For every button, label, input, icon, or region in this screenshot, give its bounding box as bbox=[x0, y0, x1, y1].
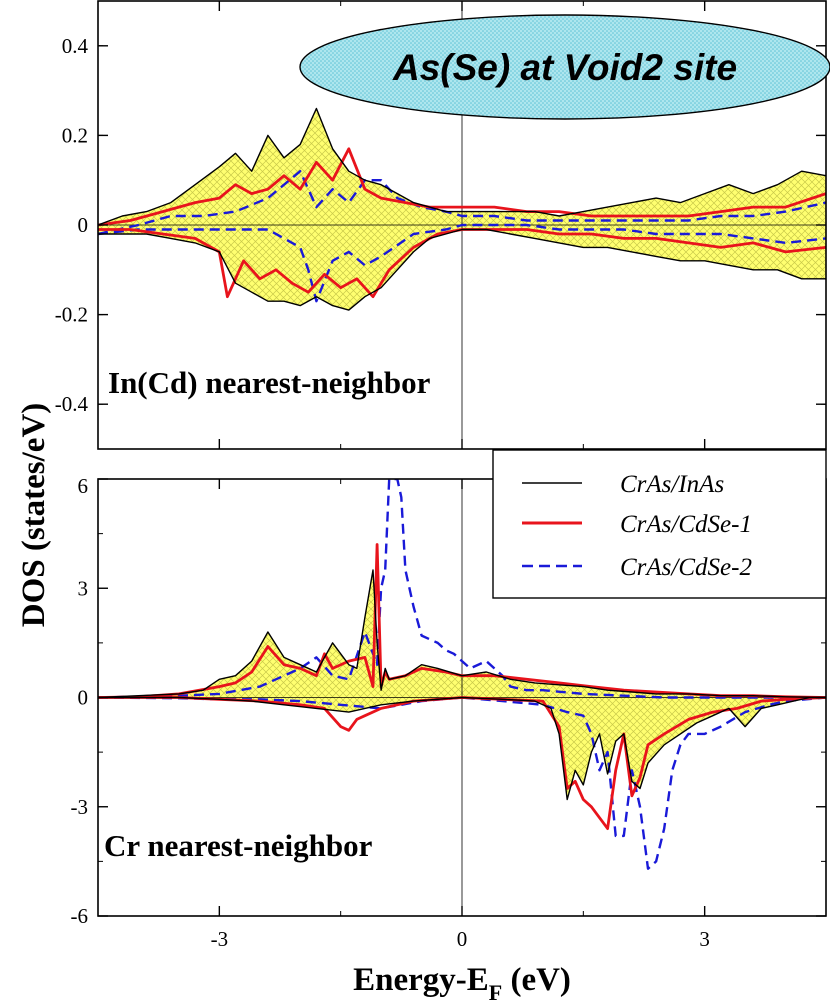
series-cdse2-up-top bbox=[98, 169, 826, 236]
series-inas-up-top bbox=[98, 107, 826, 226]
chart-title: As(Se) at Void2 site bbox=[392, 47, 737, 88]
fill-inas-up-bot bbox=[98, 570, 826, 698]
y-tick-label-bot: -3 bbox=[71, 795, 89, 819]
x-tick-label: -3 bbox=[211, 927, 229, 951]
series-cdse1-down-top bbox=[98, 228, 826, 299]
y-axis-title: DOS (states/eV) bbox=[16, 403, 52, 628]
series-cdse2-up-bot bbox=[98, 479, 826, 699]
fill-inas-down-top bbox=[98, 225, 826, 311]
series-inas-down-top bbox=[98, 228, 826, 311]
y-tick-label-top: 0.4 bbox=[62, 34, 89, 58]
y-tick-label-top: 0 bbox=[78, 213, 89, 237]
top-plot-area bbox=[98, 1, 826, 449]
series-cdse2-down-bot bbox=[98, 696, 826, 870]
panel-label-top: In(Cd) nearest-neighbor bbox=[108, 365, 431, 400]
y-tick-label-top: -0.4 bbox=[55, 392, 89, 416]
title-ellipse bbox=[299, 14, 830, 120]
x-tick-label: 3 bbox=[699, 927, 710, 951]
series-cdse1-down-bot bbox=[98, 696, 826, 830]
y-tick-label-bot: 3 bbox=[78, 576, 89, 600]
legend-label-inas: CrAs/InAs bbox=[620, 471, 724, 498]
series-cdse1-up-top bbox=[98, 147, 826, 227]
panel-in-cd: -0.4 -0.2 0 0.2 0.4 In(Cd) nearest-neighbor bbox=[55, 0, 827, 450]
series-inas-down-bot bbox=[98, 696, 826, 801]
x-axis-title: Energy-EF (eV) bbox=[353, 962, 571, 1002]
panel-label-bottom: Cr nearest-neighbor bbox=[104, 828, 373, 863]
y-tick-label-bot: 0 bbox=[78, 686, 89, 710]
y-tick-label-bot: -6 bbox=[71, 904, 89, 928]
title-banner: As(Se) at Void2 site bbox=[299, 14, 830, 120]
series-cdse2-down-top bbox=[98, 223, 826, 303]
panel-cr: -6 -3 0 3 6 -3 0 3 Cr nearest-neighbor bbox=[71, 474, 827, 951]
legend-label-cdse1: CrAs/CdSe-1 bbox=[620, 511, 752, 538]
series-inas-up-bot bbox=[98, 569, 826, 699]
legend-label-cdse2: CrAs/CdSe-2 bbox=[620, 554, 752, 581]
y-tick-label-bot: 6 bbox=[78, 474, 89, 498]
y-tick-label-top: -0.2 bbox=[55, 303, 88, 327]
fill-inas-up-top bbox=[98, 108, 826, 225]
x-tick-label: 0 bbox=[457, 927, 468, 951]
legend: CrAs/InAs CrAs/CdSe-1 CrAs/CdSe-2 bbox=[492, 449, 827, 599]
y-tick-label-top: 0.2 bbox=[62, 123, 88, 147]
bottom-axes: -6 -3 0 3 6 -3 0 3 bbox=[71, 474, 827, 951]
top-axes: -0.4 -0.2 0 0.2 0.4 bbox=[55, 1, 827, 449]
bottom-plot-area bbox=[98, 479, 826, 916]
